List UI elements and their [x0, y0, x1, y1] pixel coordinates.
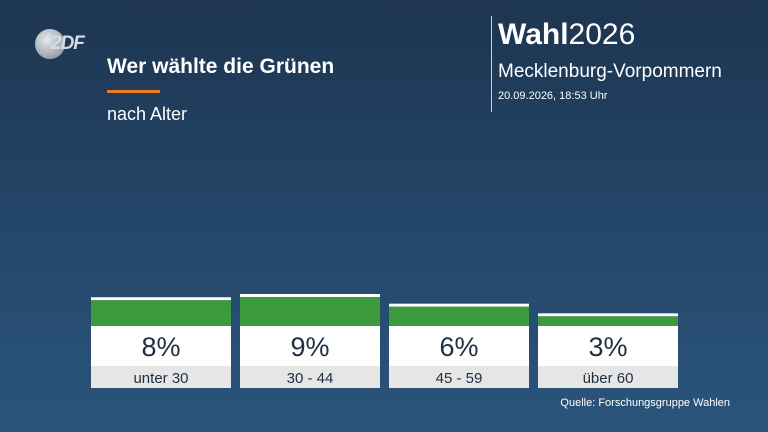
value-box	[240, 326, 380, 366]
brand-prefix: Wahl	[498, 18, 569, 51]
category-box	[91, 366, 231, 388]
election-region: Mecklenburg-Vorpommern	[498, 61, 722, 82]
category-box	[240, 366, 380, 388]
zdf-logo-circle	[35, 29, 65, 59]
category-label: unter 30	[133, 370, 188, 387]
election-brand: Wahl2026	[498, 20, 635, 50]
value-box	[389, 326, 529, 366]
data-label: 3%	[588, 332, 627, 362]
bar-top-line	[538, 313, 678, 317]
title-accent-line	[107, 90, 160, 93]
bar	[91, 300, 231, 326]
zdf-logo: 2DF	[35, 29, 89, 59]
chart-title: Wer wählte die Grünen	[107, 55, 335, 78]
bar	[538, 316, 678, 326]
category-box	[538, 366, 678, 388]
value-box	[91, 326, 231, 366]
category-box	[389, 366, 529, 388]
category-label: 45 - 59	[436, 370, 483, 387]
bar-top-line	[91, 297, 231, 301]
data-label: 8%	[141, 332, 180, 362]
bar	[389, 306, 529, 326]
bar	[240, 297, 380, 326]
data-label: 6%	[439, 332, 478, 362]
data-label: 9%	[290, 332, 329, 362]
header-divider	[491, 16, 492, 112]
brand-year: 2026	[568, 18, 636, 51]
bar-top-line	[389, 303, 529, 307]
category-label: über 60	[583, 370, 634, 387]
election-timestamp: 20.09.2026, 18:53 Uhr	[498, 90, 608, 102]
zdf-logo-text: 2DF	[51, 33, 85, 54]
value-box	[538, 326, 678, 366]
bar-top-line	[240, 294, 380, 298]
category-label: 30 - 44	[287, 370, 334, 387]
chart-subtitle: nach Alter	[107, 104, 188, 124]
source-note: Quelle: Forschungsgruppe Wahlen	[560, 397, 730, 409]
